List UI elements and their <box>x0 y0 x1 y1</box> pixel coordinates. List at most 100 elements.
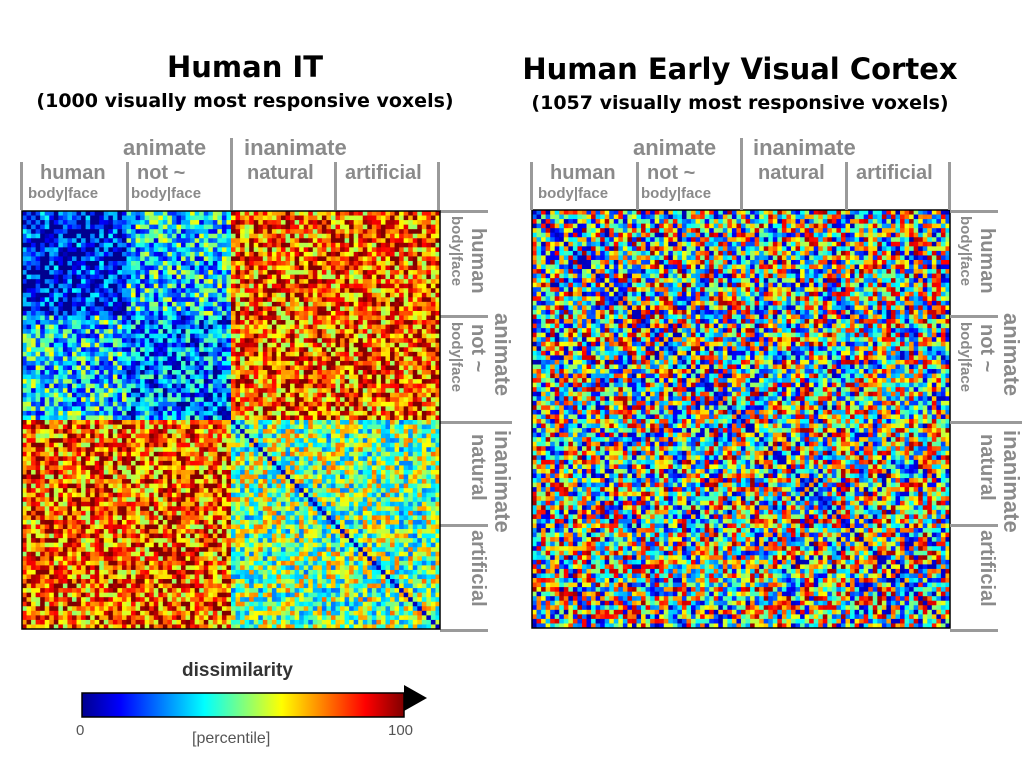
heatmap-cell <box>394 229 400 235</box>
heatmap-cell <box>226 320 232 325</box>
heatmap-cell <box>267 301 273 307</box>
heatmap-cell <box>144 292 150 298</box>
heatmap-cell <box>362 338 368 344</box>
heatmap-cell <box>194 238 200 244</box>
heatmap-cell <box>190 324 196 330</box>
heatmap-cell <box>430 397 436 403</box>
heatmap-cell <box>44 424 50 430</box>
heatmap-cell <box>126 383 132 389</box>
heatmap-cell <box>135 329 141 335</box>
heatmap-cell <box>121 215 127 221</box>
heatmap-cell <box>435 424 441 430</box>
heatmap-cell <box>67 301 73 307</box>
heatmap-cell <box>358 438 364 444</box>
heatmap-cell <box>262 410 268 416</box>
heatmap-cell <box>399 324 405 330</box>
heatmap-cell <box>81 365 87 371</box>
heatmap-cell <box>335 388 341 394</box>
heatmap-cell <box>330 274 336 280</box>
heatmap-cell <box>303 233 309 239</box>
heatmap-cell <box>312 270 318 276</box>
heatmap-cell <box>181 292 186 298</box>
heatmap-cell <box>271 342 277 348</box>
heatmap-cell <box>181 256 186 262</box>
heatmap-cell <box>312 442 318 448</box>
heatmap-cell <box>362 247 368 253</box>
heatmap-cell <box>362 388 368 394</box>
heatmap-cell <box>421 406 427 412</box>
heatmap-cell <box>244 351 250 357</box>
heatmap-cell <box>203 342 209 348</box>
heatmap-cell <box>185 401 191 407</box>
heatmap-cell <box>412 401 418 407</box>
heatmap-cell <box>40 442 46 448</box>
heatmap-cell <box>121 333 127 339</box>
heatmap-cell <box>199 242 205 248</box>
heatmap-cell <box>121 320 127 325</box>
heatmap-cell <box>167 242 173 248</box>
heatmap-cell <box>303 324 309 330</box>
heatmap-cell <box>253 392 259 398</box>
heatmap-cell <box>90 315 96 321</box>
heatmap-cell <box>262 229 268 235</box>
heatmap-cell <box>299 438 305 444</box>
heatmap-cell <box>326 401 332 407</box>
heatmap-cell <box>194 360 200 366</box>
heatmap-cell <box>194 283 200 289</box>
heatmap-cell <box>22 333 27 339</box>
heatmap-cell <box>217 342 223 348</box>
heatmap-cell <box>358 292 364 298</box>
heatmap-cell <box>262 406 268 412</box>
heatmap-cell <box>117 270 123 276</box>
heatmap-cell <box>385 429 391 435</box>
heatmap-cell <box>203 415 209 421</box>
heatmap-cell <box>31 338 37 344</box>
heatmap-cell <box>81 356 87 362</box>
heatmap-cell <box>121 406 127 412</box>
heatmap-cell <box>253 365 259 371</box>
heatmap-cell <box>221 292 227 298</box>
heatmap-cell <box>258 410 264 416</box>
heatmap-cell <box>426 288 432 294</box>
heatmap-cell <box>108 297 114 303</box>
heatmap-cell <box>121 438 127 444</box>
heatmap-cell <box>126 410 132 416</box>
heatmap-cell <box>67 406 73 412</box>
heatmap-cell <box>58 397 64 403</box>
heatmap-cell <box>117 251 123 257</box>
heatmap-cell <box>67 356 73 362</box>
heatmap-cell <box>271 251 277 257</box>
heatmap-cell <box>203 392 209 398</box>
heatmap-cell <box>181 260 186 266</box>
heatmap-cell <box>399 447 405 453</box>
heatmap-cell <box>67 238 73 244</box>
heatmap-cell <box>94 306 100 312</box>
heatmap-cell <box>294 270 300 276</box>
heatmap-cell <box>67 451 73 457</box>
heatmap-cell <box>53 247 59 253</box>
heatmap-cell <box>231 347 236 353</box>
heatmap-cell <box>35 351 41 357</box>
heatmap-cell <box>44 297 50 303</box>
heatmap-cell <box>271 451 277 457</box>
heatmap-cell <box>426 438 432 444</box>
heatmap-cell <box>317 401 323 407</box>
heatmap-cell <box>103 429 109 435</box>
heatmap-cell <box>85 288 91 294</box>
heatmap-cell <box>367 274 373 280</box>
heatmap-cell <box>326 442 332 448</box>
heatmap-cell <box>121 415 127 421</box>
heatmap-cell <box>231 342 236 348</box>
heatmap-cell <box>221 360 227 366</box>
heatmap-cell <box>58 433 64 439</box>
heatmap-cell <box>290 438 296 444</box>
heatmap-cell <box>158 306 164 312</box>
heatmap-cell <box>76 420 82 425</box>
heatmap-cell <box>308 447 314 453</box>
right-label-bodyface-2: body|face <box>448 322 465 393</box>
heatmap-cell <box>367 365 373 371</box>
heatmap-cell <box>162 365 168 371</box>
heatmap-cell <box>303 274 309 280</box>
heatmap-cell <box>267 297 273 303</box>
heatmap-cell <box>94 392 100 398</box>
